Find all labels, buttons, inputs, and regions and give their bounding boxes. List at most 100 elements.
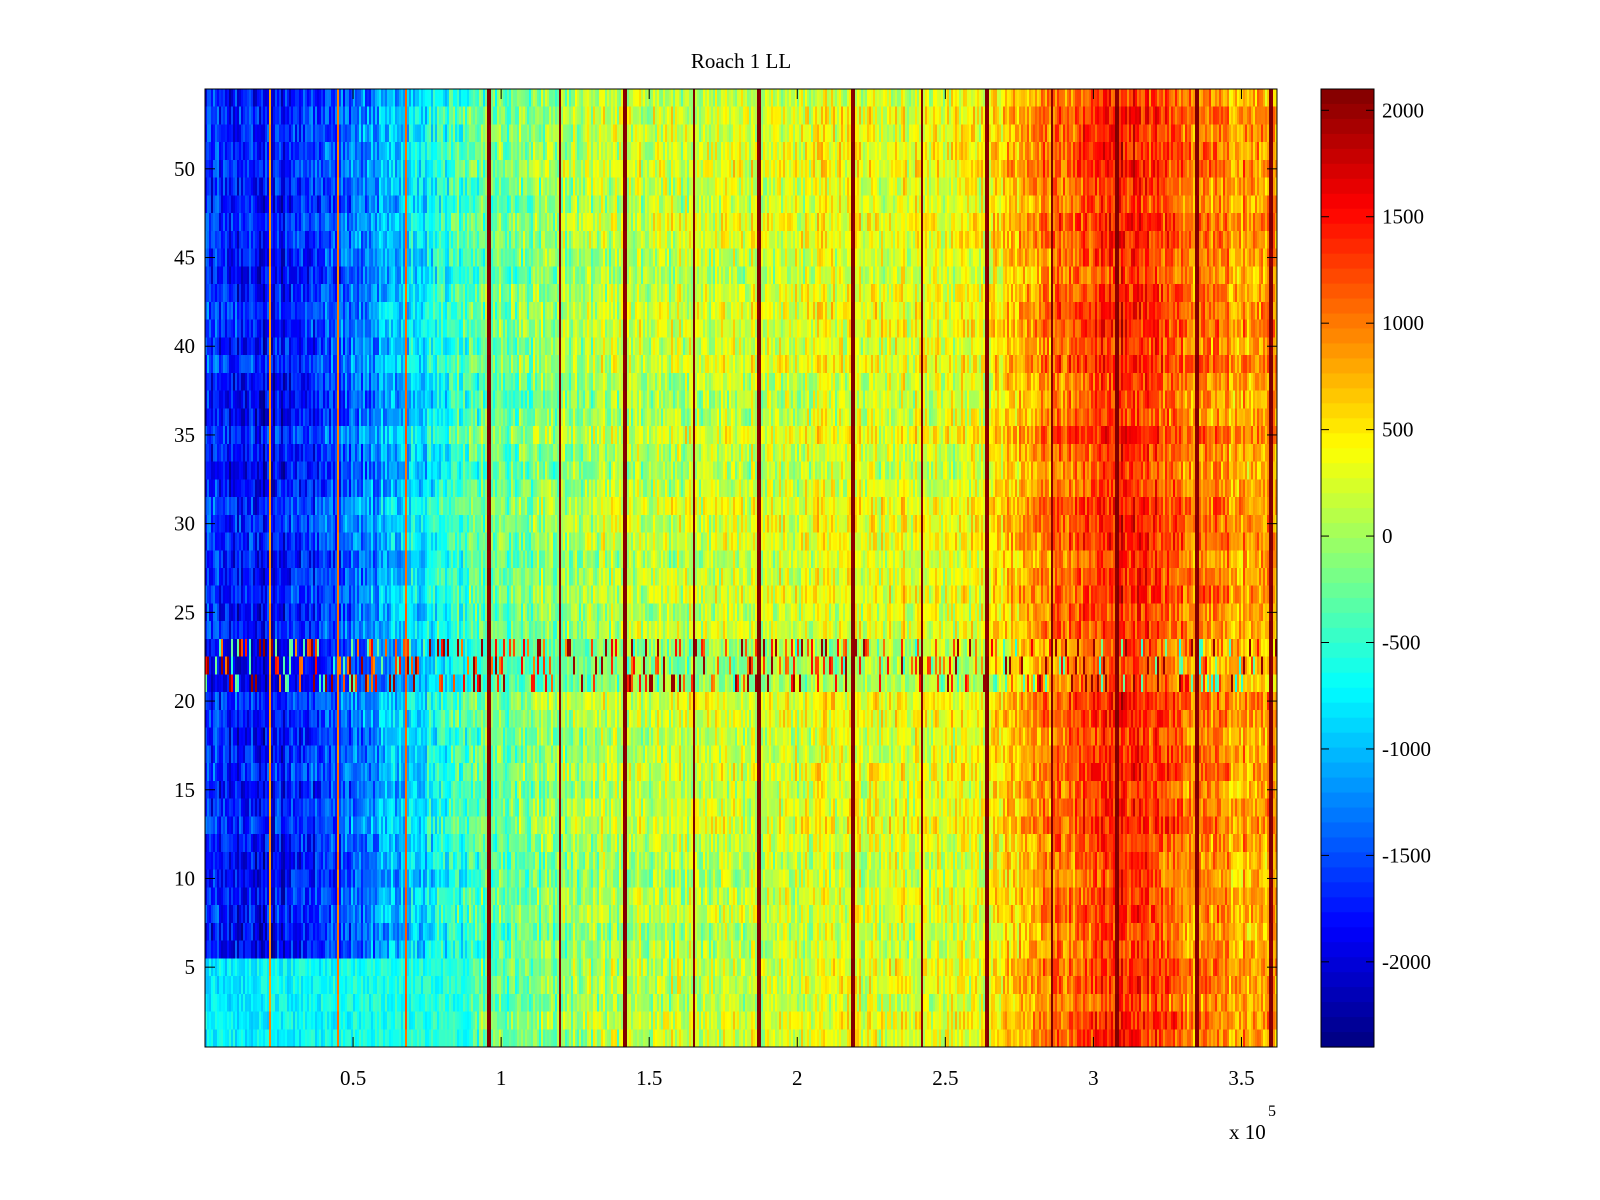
y-tick-label: 30 [174,512,195,536]
colorbar-band [1321,178,1374,195]
colorbar-band [1321,373,1374,389]
x-tick-label: 0.5 [340,1066,366,1090]
colorbar-frame [1320,88,1375,1048]
colorbar-band [1321,343,1374,360]
y-tick-label: 40 [174,334,195,358]
colorbar-band [1321,478,1374,494]
colorbar-band [1321,463,1374,479]
heatmap-plot-area [204,88,1278,1048]
colorbar-band [1321,927,1374,943]
x-exponent-label: x 10 [1229,1120,1266,1144]
colorbar-band [1321,852,1374,868]
colorbar-band [1321,897,1374,913]
colorbar-band [1321,508,1374,524]
colorbar-band [1321,822,1374,839]
colorbar-band [1321,597,1374,614]
colorbar-band [1321,268,1374,285]
colorbar-band [1321,882,1374,898]
colorbar-band [1321,942,1374,958]
colorbar-band [1321,523,1374,539]
colorbar-band [1321,627,1374,644]
colorbar-band [1321,672,1374,689]
y-tick-label: 50 [174,157,195,181]
colorbar-band [1321,777,1374,794]
colorbar-band [1321,223,1374,240]
colorbar-band [1321,358,1374,375]
colorbar-band [1321,388,1374,404]
colorbar-band [1321,657,1374,674]
colorbar-band [1321,1017,1374,1033]
colorbar-band [1321,493,1374,509]
colorbar-band [1321,1002,1374,1018]
x-tick-label: 1.5 [636,1066,662,1090]
colorbar-band [1321,538,1374,554]
colorbar-band [1321,553,1374,569]
colorbar-band [1321,747,1374,764]
x-tick-label: 2 [792,1066,803,1090]
colorbar-band [1321,103,1374,120]
colorbar-tick-label: -1500 [1382,843,1431,867]
chart-title: Roach 1 LL [691,49,791,73]
colorbar-band [1321,298,1374,315]
colorbar-band [1321,163,1374,180]
colorbar-band [1321,612,1374,629]
plot-frame [204,88,1278,1048]
y-tick-label: 5 [185,955,196,979]
y-tick-label: 15 [174,778,195,802]
y-tick-label: 10 [174,866,195,890]
colorbar-tick-label: 0 [1382,524,1393,548]
colorbar-band [1321,687,1374,704]
x-tick-label: 3 [1088,1066,1099,1090]
heatmap-image [205,89,1277,1047]
colorbar-bands [1321,89,1374,1048]
y-tick-label: 25 [174,600,195,624]
colorbar-band [1321,433,1374,449]
colorbar-band [1321,792,1374,809]
colorbar-band [1321,762,1374,779]
x-tick-label: 3.5 [1228,1066,1254,1090]
y-tick-label: 45 [174,246,195,270]
colorbar-band [1321,807,1374,824]
colorbar-band [1321,208,1374,225]
x-tick-label: 2.5 [932,1066,958,1090]
colorbar-band [1321,702,1374,719]
colorbar-tick-label: -500 [1382,631,1421,655]
colorbar-band [1321,912,1374,928]
colorbar-band [1321,717,1374,734]
colorbar-tick-label: 1500 [1382,205,1424,229]
colorbar-band [1321,313,1374,330]
colorbar-band [1321,987,1374,1003]
colorbar-tick-label: 1000 [1382,311,1424,335]
colorbar-band [1321,448,1374,464]
colorbar-band [1321,238,1374,255]
colorbar-band [1321,89,1374,105]
colorbar-band [1321,328,1374,345]
colorbar-tick-label: -2000 [1382,950,1431,974]
colorbar-band [1321,133,1374,150]
colorbar-band [1321,253,1374,270]
colorbar-band [1321,582,1374,599]
colorbar-band [1321,642,1374,659]
colorbar-band [1321,568,1374,584]
y-axis-ticks: 5 10 15 20 25 30 35 40 45 50 [174,157,1277,979]
colorbar-tick-label: 2000 [1382,98,1424,122]
x-exponent-power: 5 [1268,1103,1276,1120]
colorbar-tick-label: -1000 [1382,737,1431,761]
colorbar-band [1321,1032,1374,1048]
colorbar-band [1321,118,1374,135]
x-tick-label: 1 [496,1066,507,1090]
colorbar-band [1321,193,1374,210]
colorbar-tick-label: 500 [1382,418,1414,442]
colorbar-band [1321,418,1374,434]
colorbar-band [1321,403,1374,419]
colorbar-band [1321,837,1374,854]
colorbar-ticks: 2000 1500 1000 500 0 -500 -1000 -1500 -2000 [1321,98,1431,974]
colorbar-band [1321,972,1374,988]
colorbar-band [1321,283,1374,300]
colorbar-band [1321,148,1374,165]
colorbar-band [1321,732,1374,749]
colorbar-band [1321,957,1374,973]
colorbar-band [1321,867,1374,883]
colorbar: 2000 1500 1000 500 0 -500 -1000 -1500 -2000 [1320,88,1431,1048]
